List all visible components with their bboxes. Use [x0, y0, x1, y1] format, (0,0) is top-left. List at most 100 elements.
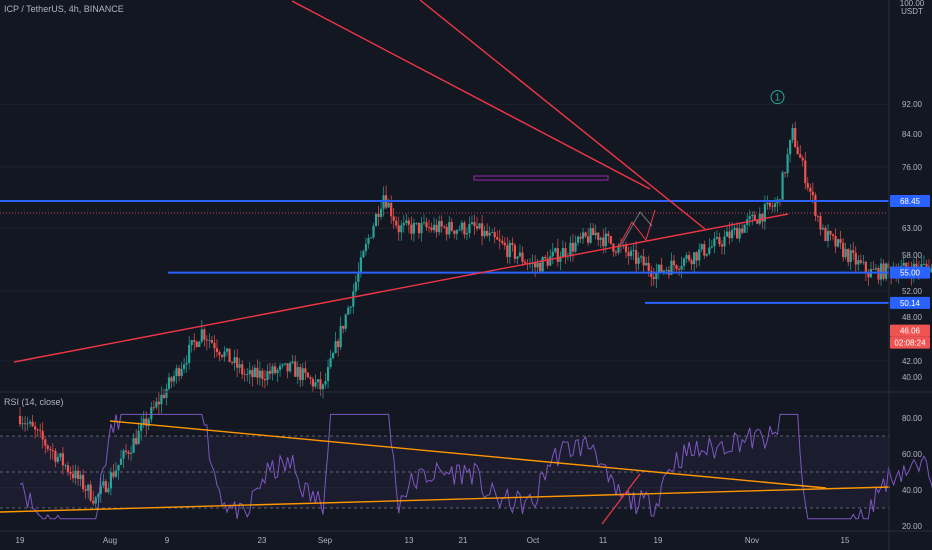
rsi-trendline-upper[interactable] — [109, 420, 827, 489]
candle[interactable] — [155, 397, 158, 410]
trendline-support[interactable] — [13, 213, 789, 363]
candle[interactable] — [786, 148, 789, 178]
candle[interactable] — [450, 218, 453, 232]
candle[interactable] — [589, 222, 592, 245]
candle[interactable] — [518, 244, 522, 258]
candle[interactable] — [440, 215, 443, 233]
candle[interactable] — [200, 320, 203, 344]
candle[interactable] — [354, 275, 357, 296]
rsi-trendline-lower[interactable] — [0, 486, 891, 513]
candle[interactable] — [238, 357, 241, 374]
candle[interactable] — [690, 258, 693, 271]
candle[interactable] — [473, 215, 476, 236]
candle[interactable] — [258, 361, 261, 386]
candle[interactable] — [278, 362, 282, 377]
candle[interactable] — [395, 216, 398, 229]
candle[interactable] — [243, 368, 246, 382]
candle[interactable] — [498, 229, 501, 250]
candle[interactable] — [834, 228, 837, 254]
candle[interactable] — [228, 348, 231, 363]
candle[interactable] — [213, 335, 216, 358]
candle[interactable] — [453, 230, 456, 239]
candle[interactable] — [417, 222, 421, 239]
candle[interactable] — [170, 375, 173, 388]
candle[interactable] — [135, 429, 138, 446]
candle[interactable] — [799, 145, 802, 159]
candle[interactable] — [862, 254, 865, 265]
candle[interactable] — [682, 257, 686, 271]
candle[interactable] — [21, 416, 24, 430]
candle[interactable] — [49, 446, 52, 460]
candle[interactable] — [185, 355, 188, 373]
candle[interactable] — [584, 231, 587, 239]
candle[interactable] — [874, 264, 878, 272]
candle[interactable] — [597, 232, 600, 247]
candle[interactable] — [486, 223, 489, 238]
candle[interactable] — [816, 214, 819, 222]
candle[interactable] — [794, 121, 797, 149]
candle[interactable] — [541, 255, 544, 274]
candle[interactable] — [564, 242, 567, 264]
candle[interactable] — [723, 230, 726, 255]
candle[interactable] — [554, 247, 557, 254]
candle[interactable] — [574, 235, 577, 254]
candle[interactable] — [753, 211, 756, 221]
candle[interactable] — [147, 417, 150, 430]
candle[interactable] — [114, 462, 118, 478]
candle[interactable] — [31, 414, 34, 427]
candle[interactable] — [599, 236, 602, 249]
trendlines[interactable] — [0, 0, 888, 363]
candle[interactable] — [660, 257, 663, 274]
candle[interactable] — [87, 483, 90, 499]
candle[interactable] — [18, 406, 22, 428]
candle[interactable] — [483, 225, 486, 239]
candle[interactable] — [703, 240, 706, 259]
candle[interactable] — [448, 215, 451, 239]
candle[interactable] — [478, 223, 481, 230]
candle[interactable] — [74, 464, 77, 485]
candle[interactable] — [864, 260, 867, 281]
candle[interactable] — [493, 227, 496, 244]
candle[interactable] — [339, 316, 342, 350]
candle[interactable] — [246, 367, 249, 382]
candle[interactable] — [291, 354, 294, 365]
candle[interactable] — [352, 283, 355, 314]
candle[interactable] — [29, 419, 32, 428]
candle[interactable] — [306, 371, 309, 378]
candle[interactable] — [523, 259, 527, 265]
candle[interactable] — [309, 375, 312, 385]
rsi-trendlines[interactable] — [0, 420, 891, 525]
candle[interactable] — [506, 236, 509, 264]
candle[interactable] — [725, 226, 729, 237]
candle[interactable] — [882, 259, 885, 281]
candle[interactable] — [743, 223, 746, 233]
candle[interactable] — [66, 461, 70, 477]
candle[interactable] — [273, 362, 277, 375]
candle[interactable] — [299, 363, 302, 388]
candle[interactable] — [819, 212, 822, 236]
candle[interactable] — [104, 478, 107, 493]
candle[interactable] — [109, 467, 112, 496]
rsi-series[interactable] — [19, 413, 932, 520]
candle[interactable] — [857, 255, 860, 271]
candle[interactable] — [814, 192, 817, 221]
candle[interactable] — [713, 231, 716, 254]
candle[interactable] — [64, 463, 67, 470]
candle[interactable] — [76, 465, 80, 486]
candle[interactable] — [637, 252, 640, 271]
candle[interactable] — [61, 446, 65, 475]
candle[interactable] — [39, 423, 42, 438]
candle[interactable] — [347, 305, 350, 316]
candle[interactable] — [617, 243, 620, 256]
candle[interactable] — [652, 267, 655, 286]
candle[interactable] — [801, 155, 804, 167]
candle[interactable] — [84, 485, 87, 499]
time-axis[interactable]: 19 Aug 9 23 Sep 13 21 Oct 11 19 Nov 15 — [16, 536, 850, 545]
candle[interactable] — [766, 195, 769, 210]
candle[interactable] — [253, 364, 256, 378]
candle[interactable] — [357, 262, 360, 290]
candle[interactable] — [286, 363, 289, 379]
candle[interactable] — [594, 224, 597, 240]
candle[interactable] — [470, 215, 474, 226]
